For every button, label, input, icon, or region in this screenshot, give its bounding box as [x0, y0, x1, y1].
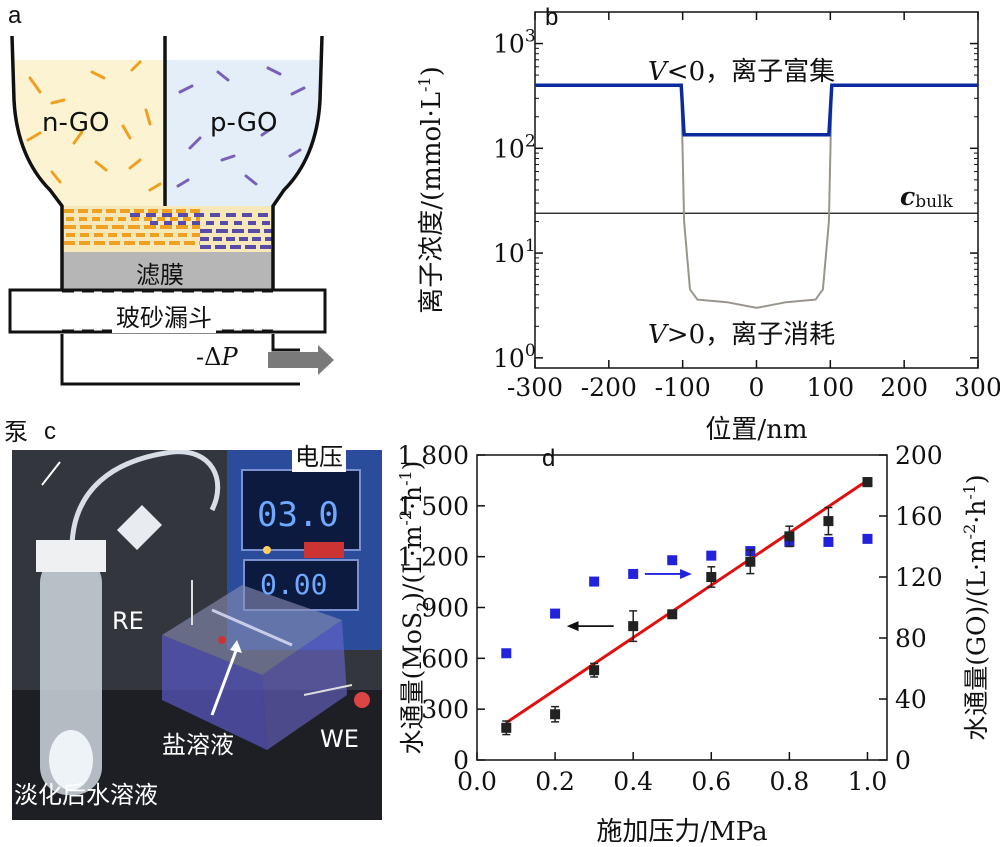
y-tick-label: 101: [493, 236, 536, 268]
mos2-flux-point: [745, 556, 756, 567]
x-tick-label: 200: [880, 373, 928, 402]
p-go-stack: [130, 213, 272, 249]
y-left-tick-label: 1 200: [397, 543, 469, 572]
left-axis-arrowhead: [566, 621, 579, 632]
c-bulk-label: cbulk: [900, 182, 954, 212]
mos2-flux-point: [823, 516, 834, 527]
ion-concentration-chart: -300 -200 -100 0 100 200 300 100 101 102 103 cbulk V…: [415, 11, 1000, 445]
x-axis-label: 施加压力/MPa: [596, 817, 767, 847]
vial: [40, 555, 102, 795]
we-label: WE: [320, 725, 359, 753]
x-tick-label: 300: [954, 373, 1000, 402]
panel-c-label: c: [44, 418, 56, 445]
x-tick-label: 0: [749, 373, 765, 402]
pressure-var: P: [221, 343, 238, 371]
y-left-tick-label: 0: [453, 746, 469, 775]
x-tick-label: -200: [581, 373, 637, 402]
x-tick-label: -100: [655, 373, 711, 402]
plot-frame: [476, 454, 888, 761]
go-flux-point: [862, 533, 873, 544]
re-label: RE: [112, 607, 144, 635]
x-tick-label: 0.4: [613, 767, 653, 796]
y-right-tick-label: 200: [895, 441, 943, 470]
y-right-tick-label: 120: [895, 563, 943, 592]
mos2-flux-point: [501, 722, 512, 733]
y-right-tick-label: 160: [895, 502, 943, 531]
n-go-label: n-GO: [42, 108, 110, 138]
n-go-flakes: [26, 60, 162, 192]
desalination-photo: 03.0 0.00 RE 盐溶液 WE 淡化后水溶液: [12, 450, 382, 820]
y-left-tick-label: 600: [421, 644, 469, 673]
membrane: [62, 252, 273, 290]
panel-a-label: a: [8, 2, 22, 29]
y-right-tick-label: 80: [895, 624, 927, 653]
vial-cap: [117, 505, 162, 550]
y-left-axis-label: 水通量(MoS2)/(L·m-2·h-1): [396, 461, 432, 755]
p-go-solution: [165, 60, 320, 206]
x-tick-label: 0.8: [769, 767, 809, 796]
go-flux-point: [823, 536, 834, 547]
x-tick-label: 100: [806, 373, 854, 402]
x-tick-label: 1.0: [848, 767, 888, 796]
y-axis-label: 离子浓度/(mmol·L-1): [415, 66, 447, 313]
display-bottom: 0.00: [260, 568, 328, 601]
go-flux-point: [706, 550, 717, 561]
p-go-flakes: [176, 66, 306, 188]
x-tick-label: 0.2: [535, 767, 575, 796]
enrichment-annotation: V<0，离子富集: [648, 57, 835, 87]
linear-fit-line: [505, 479, 869, 724]
x-axis-label: 位置/nm: [705, 415, 807, 445]
enrichment-curve: [535, 83, 978, 137]
mos2-flux-point: [706, 572, 717, 582]
go-flux-point: [501, 648, 512, 659]
n-go-solution: [14, 60, 165, 206]
y-tick-label: 100: [493, 341, 536, 373]
go-flux-point: [589, 576, 600, 587]
y-right-tick-label: 0: [895, 746, 911, 775]
y-right-axis-label: 水通量(GO)/(L·m-2·h-1): [960, 474, 991, 740]
panel-a-schematic: [8, 35, 334, 386]
membrane-label: 滤膜: [136, 261, 184, 289]
mos2-flux-point: [784, 531, 795, 542]
y-left-tick-label: 1 800: [397, 441, 469, 470]
electrochemical-cell: [162, 585, 342, 675]
panel-b-label: b: [545, 4, 559, 31]
pressure-arrow: [268, 345, 334, 375]
y-tick-label: 103: [493, 27, 536, 59]
depletion-curve: [535, 84, 978, 309]
product-label: 淡化后水溶液: [14, 781, 158, 809]
mos2-flux-point: [589, 665, 600, 676]
funnel-label: 玻砂漏斗: [112, 298, 216, 333]
right-axis-arrowhead: [680, 568, 692, 579]
go-flux-point: [550, 608, 561, 619]
pump-label: 泵: [4, 418, 28, 446]
y-tick-label: 102: [493, 131, 536, 163]
go-flux-point: [628, 568, 639, 579]
mos2-flux-point: [550, 709, 561, 720]
y-left-tick-label: 900: [421, 594, 469, 623]
mos2-flux-point: [862, 477, 873, 488]
y-left-tick-label: 1 500: [397, 492, 469, 521]
funnel-outline: [10, 35, 64, 290]
depletion-annotation: V>0，离子消耗: [648, 320, 835, 350]
display-top: 03.0: [257, 495, 339, 535]
x-tick-label: 0.6: [691, 767, 731, 796]
photo-illustration: [12, 450, 382, 820]
pressure-label: -ΔP: [196, 343, 238, 371]
mos2-flux-point: [628, 621, 639, 632]
y-right-tick-label: 40: [895, 685, 927, 714]
x-tick-label: -300: [507, 373, 563, 402]
salt-label: 盐溶液: [162, 731, 234, 759]
y-left-tick-label: 300: [421, 695, 469, 724]
n-go-stack: [64, 209, 200, 245]
go-flux-point: [667, 555, 678, 566]
p-go-label: p-GO: [210, 108, 278, 138]
mos2-flux-point: [667, 609, 678, 620]
pressure-prefix: -Δ: [196, 343, 222, 371]
panel-d-label: d: [542, 445, 556, 472]
pump-tube: [69, 450, 221, 546]
voltage-label: 电压: [292, 437, 346, 472]
x-tick-label: 0.0: [457, 767, 497, 796]
